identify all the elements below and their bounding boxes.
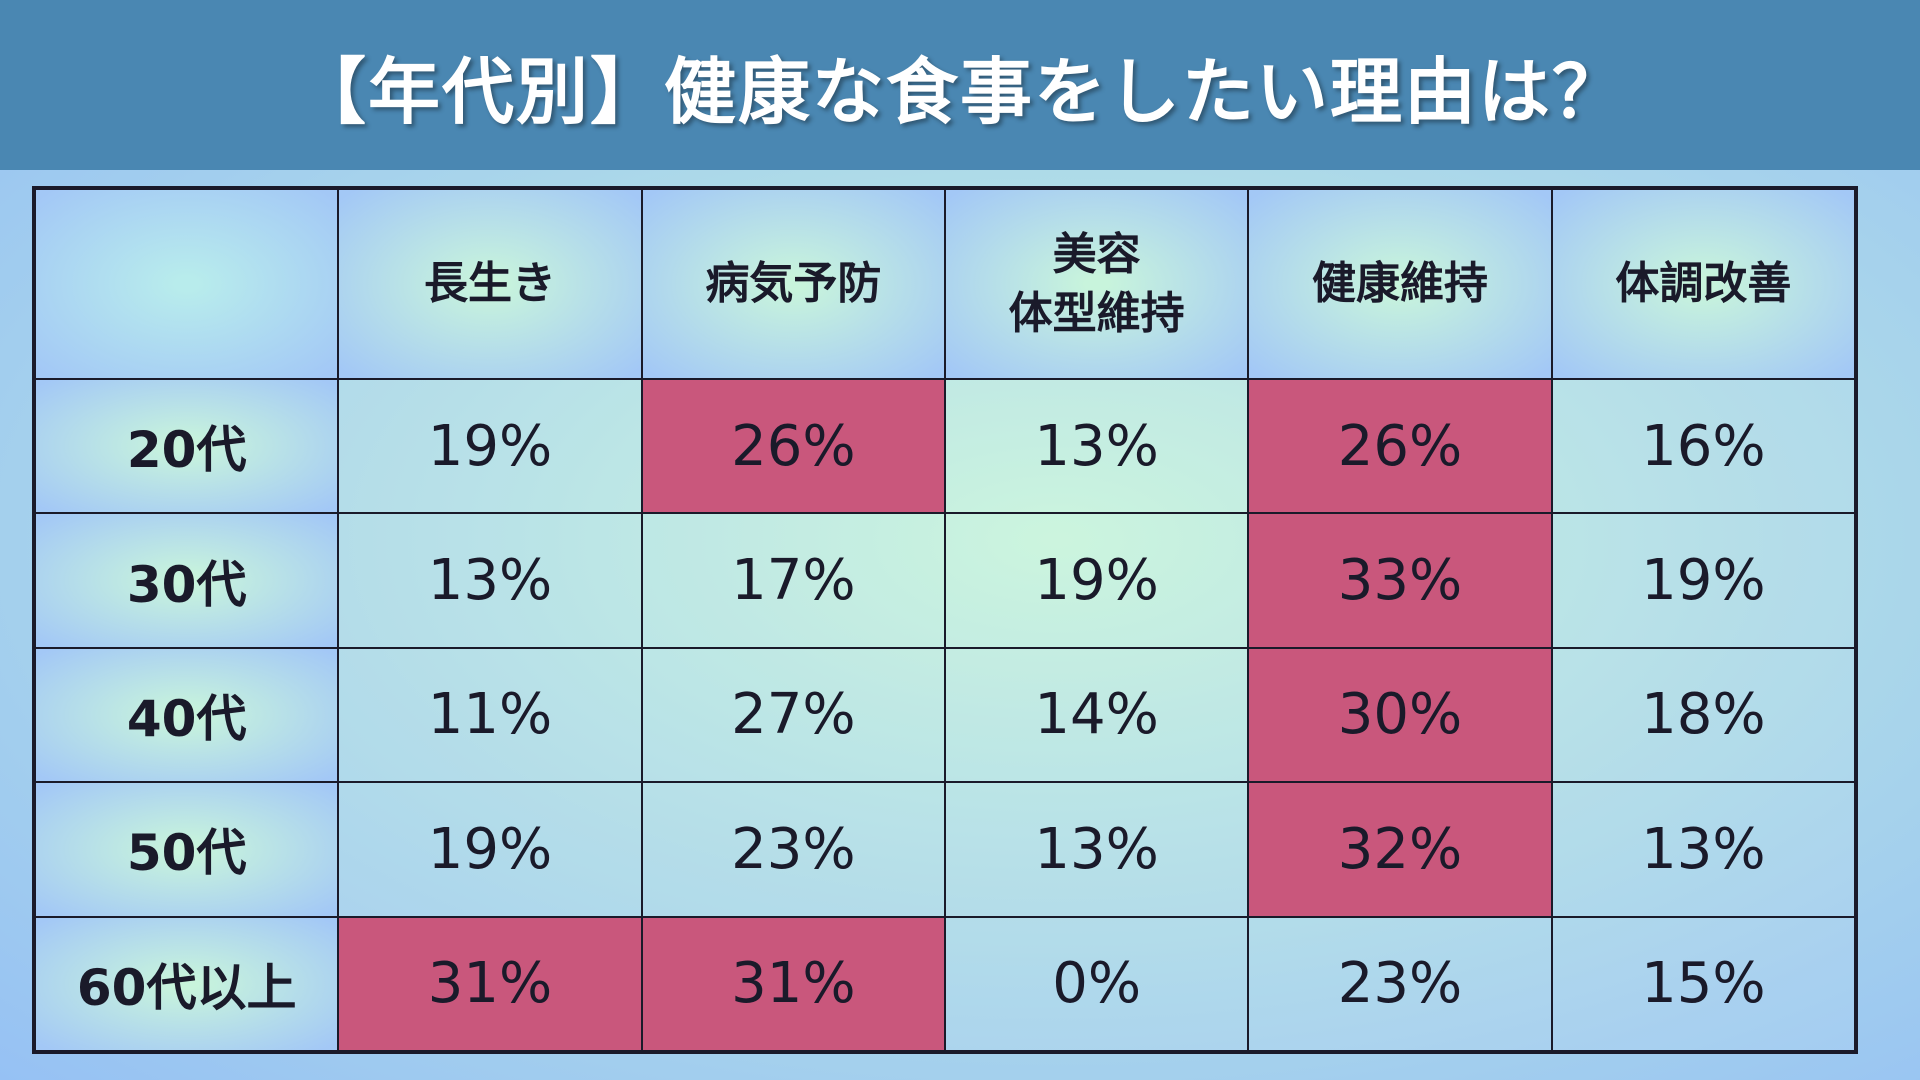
value-cell: 0% — [945, 916, 1249, 1051]
value-cell: 23% — [641, 782, 945, 917]
value-cell: 14% — [945, 647, 1249, 783]
value-cell: 13% — [1551, 782, 1855, 917]
value-cell: 19% — [338, 782, 642, 917]
value-cell: 26% — [641, 379, 945, 514]
column-header-longevity: 長生き — [338, 189, 642, 379]
row-header-50s: 50代 — [35, 782, 339, 917]
value-cell: 11% — [338, 647, 642, 783]
value-cell: 13% — [945, 782, 1249, 917]
row-header-30s: 30代 — [35, 513, 339, 648]
value-cell: 33% — [1248, 513, 1552, 648]
value-cell: 13% — [338, 513, 642, 648]
table-corner-cell — [35, 189, 339, 379]
value-cell: 31% — [641, 916, 945, 1051]
page-title: 【年代別】健康な食事をしたい理由は？ — [293, 49, 1626, 134]
value-cell: 17% — [641, 513, 945, 648]
value-cell: 19% — [1551, 513, 1855, 648]
value-cell: 26% — [1248, 379, 1552, 514]
row-header-20s: 20代 — [35, 379, 339, 514]
value-cell: 18% — [1551, 647, 1855, 783]
column-header-health-maintenance: 健康維持 — [1248, 189, 1552, 379]
value-cell: 30% — [1248, 647, 1552, 783]
row-header-60s-plus: 60代以上 — [35, 916, 339, 1051]
data-table: 長生き 病気予防 美容 体型維持 健康維持 体調改善 20代 19% 26% 1… — [32, 186, 1858, 1054]
value-cell: 16% — [1551, 379, 1855, 514]
value-cell: 27% — [641, 647, 945, 783]
value-cell: 19% — [945, 513, 1249, 648]
value-cell: 23% — [1248, 916, 1552, 1051]
value-cell: 32% — [1248, 782, 1552, 917]
column-header-disease-prevention: 病気予防 — [641, 189, 945, 379]
title-bar: 【年代別】健康な食事をしたい理由は？ — [0, 0, 1920, 170]
value-cell: 13% — [945, 379, 1249, 514]
row-header-40s: 40代 — [35, 647, 339, 783]
value-cell: 15% — [1551, 916, 1855, 1051]
value-cell: 31% — [338, 916, 642, 1051]
column-header-condition-improvement: 体調改善 — [1551, 189, 1855, 379]
column-header-beauty-figure: 美容 体型維持 — [945, 189, 1249, 379]
value-cell: 19% — [338, 379, 642, 514]
